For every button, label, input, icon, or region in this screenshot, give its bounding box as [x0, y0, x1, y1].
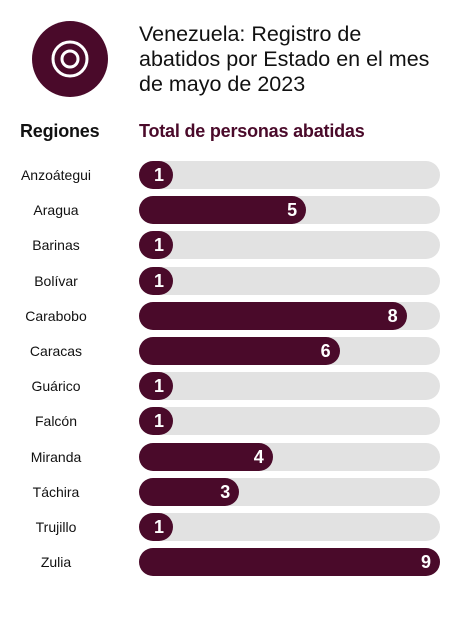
- bar: 3: [139, 478, 240, 506]
- bar-value-label: 5: [287, 200, 298, 220]
- bar-track: [139, 267, 440, 295]
- bar-value-label: 1: [153, 235, 164, 255]
- chart-title: Venezuela: Registro de abatidos por Esta…: [139, 22, 430, 96]
- bar: 1: [139, 161, 173, 189]
- bar-row: Caracas 6: [0, 337, 459, 365]
- bar-row: Anzoátegui 1: [0, 161, 459, 189]
- region-label: Táchira: [32, 484, 80, 500]
- bar-row: Guárico 1: [0, 372, 459, 400]
- bar-row: Miranda 4: [0, 443, 459, 471]
- bar-value-label: 9: [420, 552, 431, 572]
- bar: 1: [139, 372, 173, 400]
- bar-value-label: 3: [220, 482, 231, 502]
- bar-row: Zulia 9: [0, 548, 459, 576]
- bar-value-label: 1: [153, 271, 164, 291]
- bar-value-label: 1: [153, 376, 164, 396]
- bar-row: Falcón 1: [0, 407, 459, 435]
- bar: 4: [139, 443, 273, 471]
- bar-value-label: 6: [320, 341, 331, 361]
- region-label: Aragua: [33, 202, 79, 218]
- region-label: Falcón: [34, 413, 78, 429]
- region-label: Anzoátegui: [20, 167, 92, 183]
- target-circle-icon: [51, 40, 89, 78]
- bar: 6: [139, 337, 340, 365]
- bar-row: Carabobo 8: [0, 302, 459, 330]
- bar: 1: [139, 407, 173, 435]
- bar-track: [139, 161, 440, 189]
- bar: 1: [139, 267, 173, 295]
- bar-track: [139, 231, 440, 259]
- region-label: Zulia: [40, 554, 72, 570]
- region-label: Guárico: [31, 378, 81, 394]
- bar-value-label: 1: [153, 411, 164, 431]
- region-label: Trujillo: [35, 519, 77, 535]
- bar-value-label: 1: [153, 165, 164, 185]
- regions-heading: Regiones: [20, 121, 100, 141]
- bar: 8: [139, 302, 407, 330]
- bar-track: [139, 372, 440, 400]
- region-label: Bolívar: [34, 273, 78, 289]
- bar-row: Aragua 5: [0, 196, 459, 224]
- total-heading: Total de personas abatidas: [139, 121, 365, 141]
- bar-track: [139, 513, 440, 541]
- bar-value-label: 1: [153, 517, 164, 537]
- region-label: Barinas: [32, 237, 80, 253]
- bar: 1: [139, 513, 173, 541]
- region-label: Carabobo: [25, 308, 87, 324]
- region-label: Miranda: [30, 449, 82, 465]
- bar: 5: [139, 196, 307, 224]
- bar: 9: [139, 548, 440, 576]
- bar-value-label: 4: [253, 447, 264, 467]
- bar-track: [139, 407, 440, 435]
- bar: 1: [139, 231, 173, 259]
- bar-row: Táchira 3: [0, 478, 459, 506]
- region-label: Caracas: [29, 343, 83, 359]
- bar-value-label: 8: [387, 306, 398, 326]
- bar-row: Trujillo 1: [0, 513, 459, 541]
- bar-row: Barinas 1: [0, 231, 459, 259]
- bar-row: Bolívar 1: [0, 267, 459, 295]
- logo: [32, 21, 108, 97]
